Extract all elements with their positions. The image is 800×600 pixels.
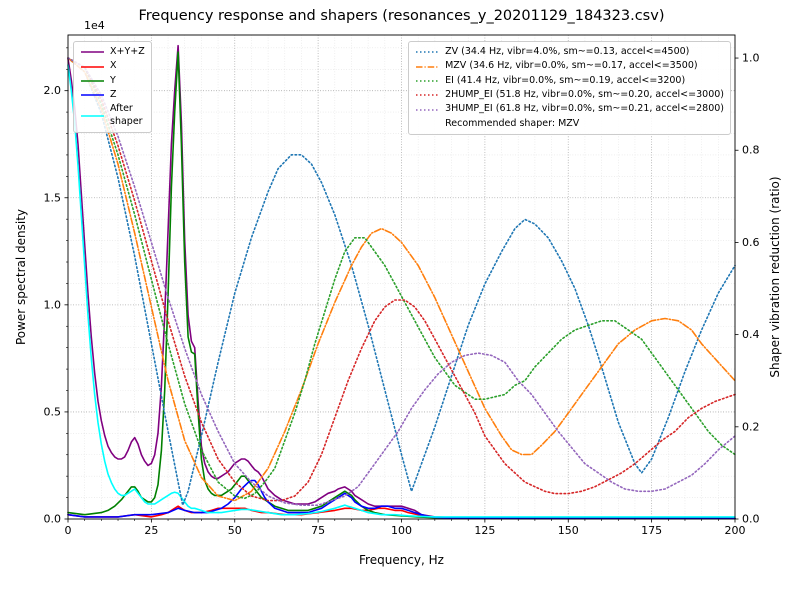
legend-line-swatch [416, 108, 440, 111]
psd-curve-x-y-z [67, 44, 736, 520]
legend-item: After shaper [80, 103, 145, 128]
legend-label: Z [110, 89, 117, 101]
legend-label: 3HUMP_EI (61.8 Hz, vibr=0.0%, sm~=0.21, … [445, 103, 724, 115]
x-tick-label: 75 [311, 524, 325, 537]
legend-item: 2HUMP_EI (51.8 Hz, vibr=0.0%, sm~=0.20, … [415, 89, 724, 101]
legend-label: X [110, 60, 117, 72]
legend-item: MZV (34.6 Hz, vibr=0.0%, sm~=0.17, accel… [415, 60, 724, 72]
legend-line-swatch [81, 51, 104, 53]
psd-legend: X+Y+Z X Y Z After shaper [73, 41, 152, 134]
shaper-curve-mzv [67, 57, 736, 502]
shaper-legend: ZV (34.4 Hz, vibr=4.0%, sm~=0.13, accel<… [408, 41, 731, 136]
y-right-tick-label: 1.0 [742, 52, 760, 65]
legend-label: X+Y+Z [110, 46, 145, 57]
x-tick-label: 0 [65, 524, 72, 537]
x-axis-label: Frequency, Hz [359, 553, 444, 567]
legend-item: X+Y+Z [80, 46, 145, 58]
y-left-tick-label: 1.0 [44, 298, 62, 311]
legend-item: ZV (34.4 Hz, vibr=4.0%, sm~=0.13, accel<… [415, 46, 724, 58]
legend-line-swatch [81, 94, 104, 97]
legend-line-swatch [416, 94, 440, 97]
legend-blank-swatch [415, 118, 440, 130]
legend-label: Recommended shaper: MZV [445, 117, 580, 129]
x-tick-label: 175 [641, 524, 662, 537]
chart-title: Frequency response and shapers (resonanc… [138, 8, 665, 24]
x-tick-label: 50 [228, 524, 242, 537]
x-tick-label: 25 [144, 524, 158, 537]
legend-label: Y [110, 74, 116, 86]
y-axis-offset-text: 1e4 [84, 19, 105, 32]
y-right-tick-label: 0.2 [742, 420, 760, 433]
legend-item: Recommended shaper: MZV [415, 118, 724, 130]
legend-line-swatch [416, 51, 440, 53]
legend-line-swatch [81, 80, 104, 82]
plot-border [67, 34, 736, 520]
legend-item: 3HUMP_EI (61.8 Hz, vibr=0.0%, sm~=0.21, … [415, 103, 724, 115]
legend-item: Z [80, 89, 145, 101]
legend-line-swatch [416, 80, 440, 82]
legend-label: After shaper [110, 103, 143, 127]
x-tick-label: 150 [558, 524, 579, 537]
legend-item: X [80, 60, 145, 72]
y-left-tick-label: 1.5 [44, 191, 62, 204]
legend-label: MZV (34.6 Hz, vibr=0.0%, sm~=0.17, accel… [445, 60, 698, 72]
psd-curve-after-shaper [67, 64, 736, 518]
y-right-tick-label: 0.8 [742, 144, 760, 157]
legend-label: EI (41.4 Hz, vibr=0.0%, sm~=0.19, accel<… [445, 74, 686, 86]
x-tick-label: 125 [474, 524, 495, 537]
shaper-curve-zv [67, 57, 736, 506]
x-tick-label: 100 [391, 524, 412, 537]
y-right-tick-label: 0.6 [742, 236, 760, 249]
y-left-tick-label: 0.0 [44, 513, 62, 526]
y-right-tick-label: 0.0 [742, 513, 760, 526]
psd-curve-z [67, 479, 736, 520]
legend-label: ZV (34.4 Hz, vibr=4.0%, sm~=0.13, accel<… [445, 46, 690, 57]
legend-line-swatch [81, 65, 104, 68]
y-right-tick-label: 0.4 [742, 328, 760, 341]
shaper-curve-3hump-ei [67, 57, 736, 506]
legend-line-swatch [81, 114, 104, 117]
y-left-tick-label: 0.5 [44, 405, 62, 418]
legend-item: Y [80, 75, 145, 87]
legend-label: 2HUMP_EI (51.8 Hz, vibr=0.0%, sm~=0.20, … [445, 89, 724, 101]
shaper-curve-2hump-ei [67, 57, 736, 502]
shaper-curve-ei [67, 57, 736, 500]
legend-line-swatch [416, 65, 440, 68]
y-left-tick-label: 2.0 [44, 84, 62, 97]
psd-curve-y [67, 51, 736, 520]
legend-item: EI (41.4 Hz, vibr=0.0%, sm~=0.19, accel<… [415, 75, 724, 87]
x-tick-label: 200 [725, 524, 746, 537]
